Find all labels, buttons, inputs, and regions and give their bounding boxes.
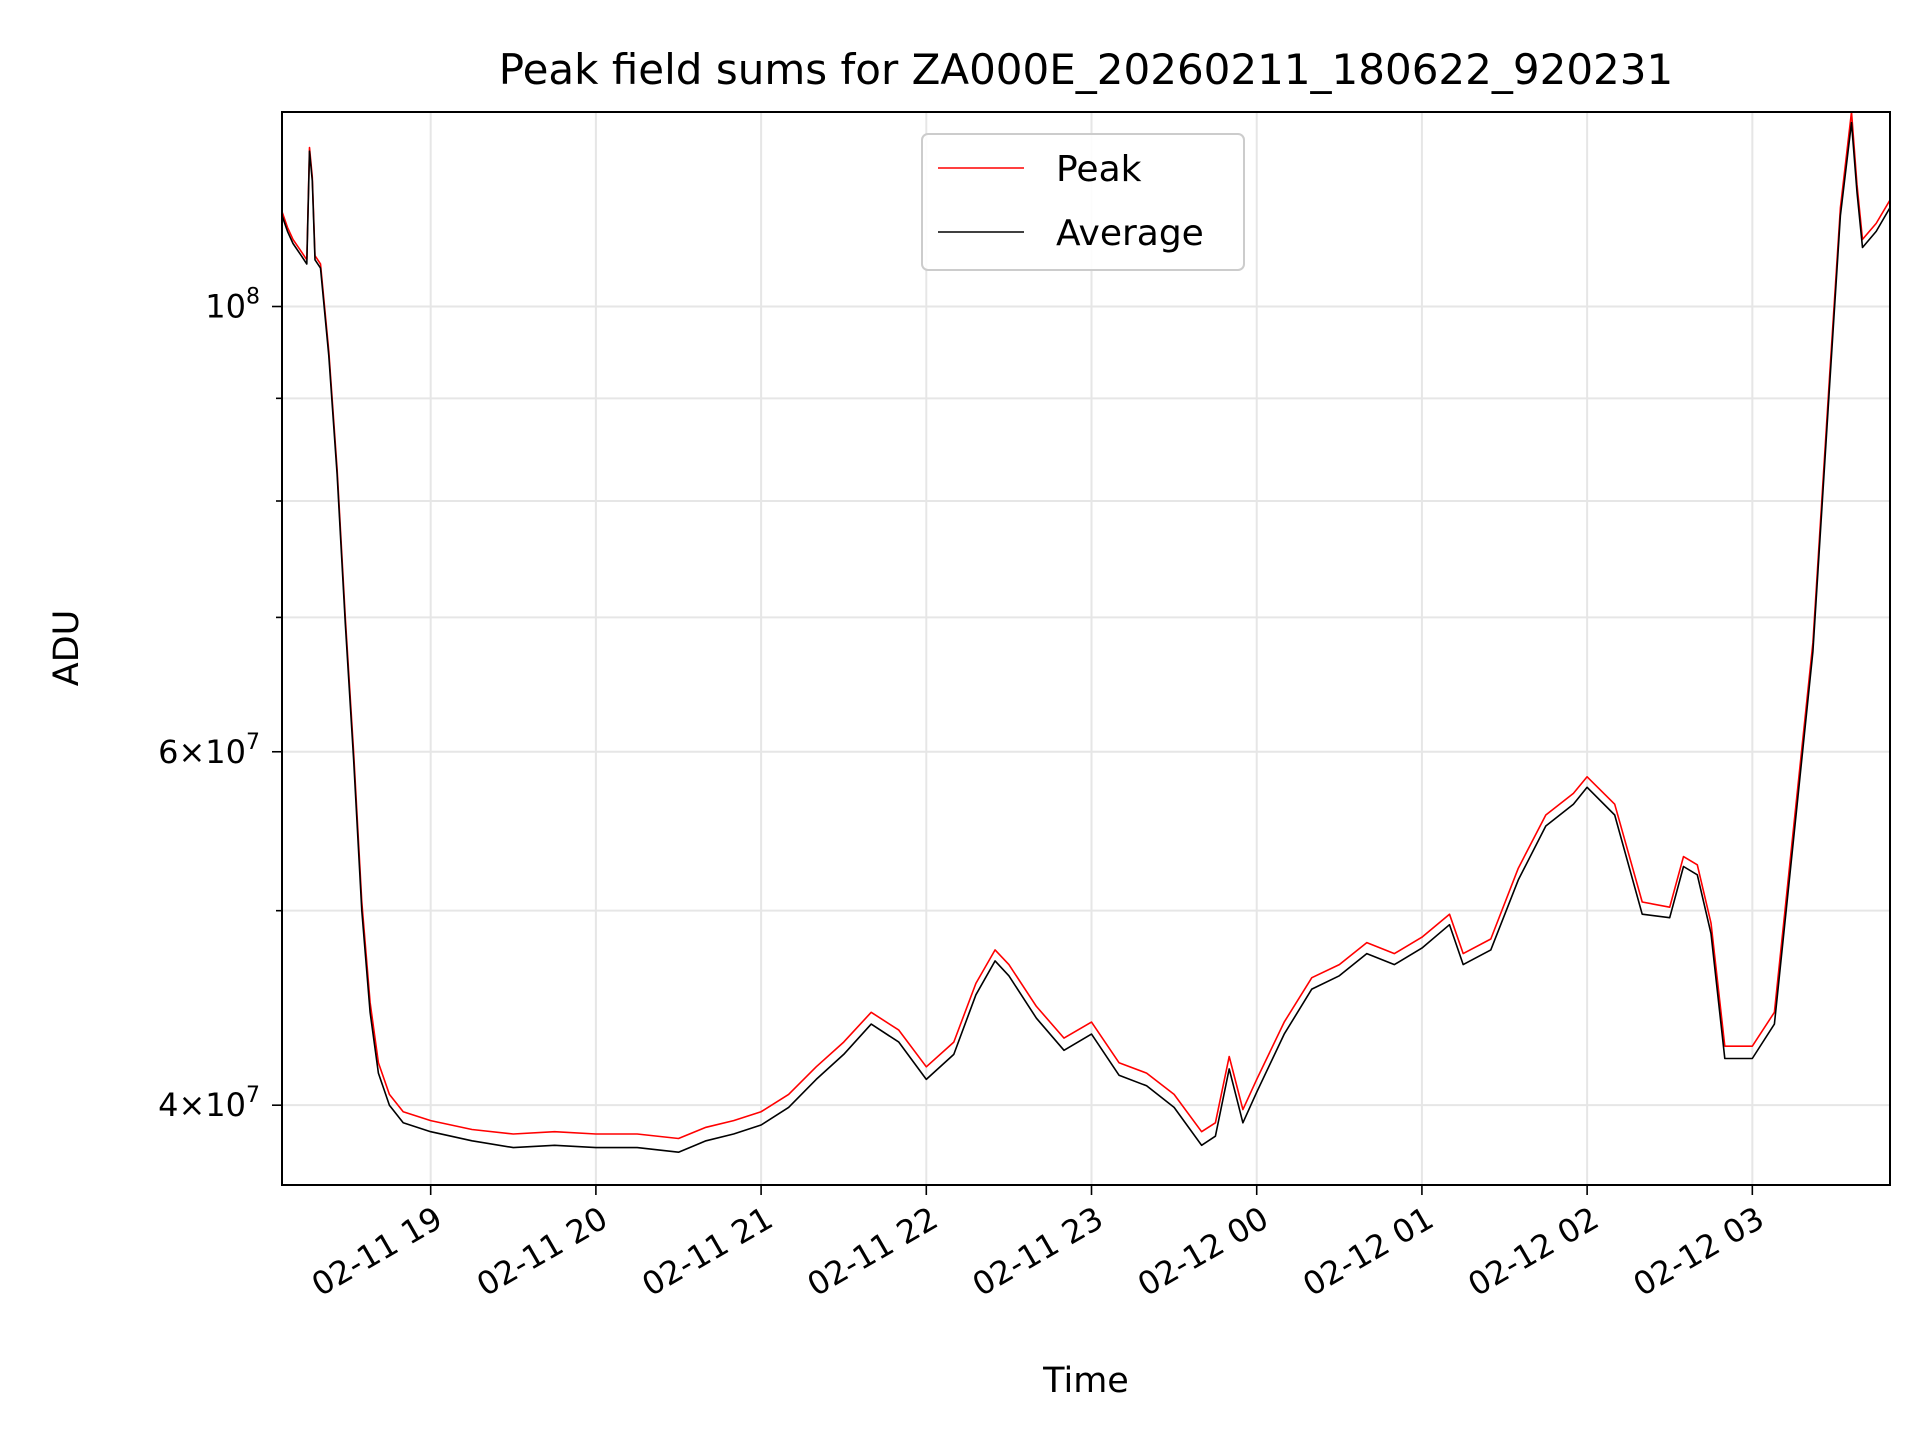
x-tick-label: 02-12 00 — [1131, 1199, 1275, 1304]
plot-frame — [281, 111, 1891, 1186]
legend-label-peak: Peak — [1056, 149, 1142, 190]
y-tick-label: 6×107 — [158, 730, 260, 771]
y-axis-label: ADU — [47, 610, 87, 687]
legend-label-average: Average — [1056, 213, 1204, 254]
x-axis: 02-11 19 02-11 20 02-11 21 02-11 22 02-11 23… — [305, 1185, 1770, 1304]
series-line-average — [282, 121, 1890, 1153]
x-tick-label: 02-12 02 — [1462, 1199, 1606, 1304]
y-axis: 4×107 6×107 108 — [158, 285, 282, 1124]
x-axis-label: Time — [1042, 1361, 1129, 1401]
x-tick-label: 02-12 01 — [1296, 1199, 1440, 1304]
x-tick-label: 02-11 19 — [305, 1199, 449, 1304]
plot-area — [282, 112, 1890, 1153]
y-tick-label: 4×107 — [158, 1083, 260, 1124]
grid — [282, 112, 1890, 1185]
x-tick-label: 02-11 23 — [966, 1199, 1110, 1304]
chart-title: Peak field sums for ZA000E_20260211_1806… — [499, 45, 1673, 94]
x-tick-label: 02-11 21 — [635, 1199, 779, 1304]
y-tick-label: 108 — [205, 285, 260, 326]
series-layer — [282, 112, 1890, 1153]
x-tick-label: 02-12 03 — [1627, 1199, 1771, 1304]
legend: Peak Average — [921, 133, 1245, 271]
x-tick-label: 02-11 20 — [470, 1199, 614, 1304]
x-tick-label: 02-11 22 — [801, 1199, 945, 1304]
